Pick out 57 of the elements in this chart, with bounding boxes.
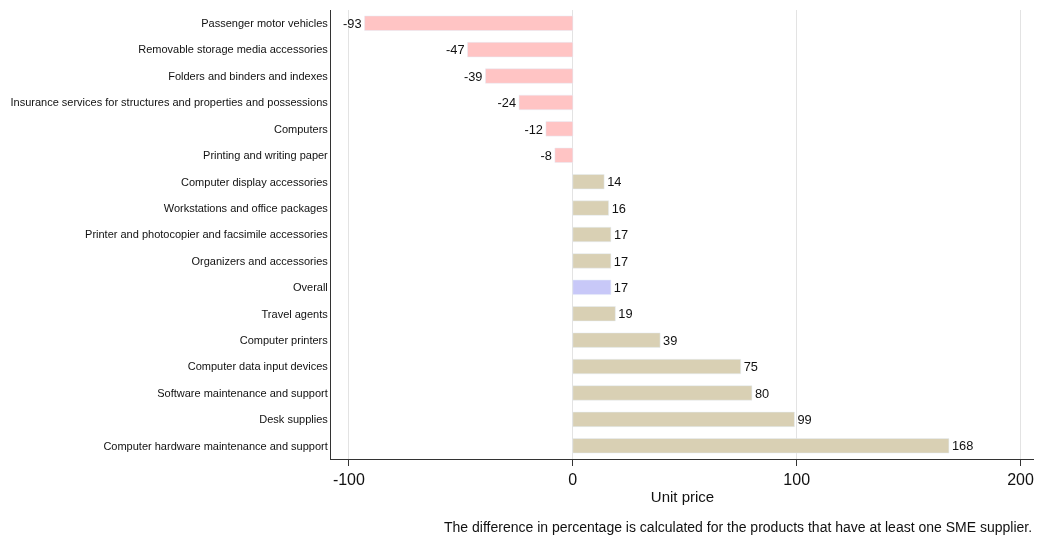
x-tick-label: 0: [568, 471, 578, 489]
data-label: -47: [446, 42, 465, 58]
y-tick-label: Printer and photocopier and facsimile accessories: [85, 228, 329, 241]
bar: [572, 174, 605, 190]
bar: [572, 411, 795, 427]
data-label: 14: [607, 174, 622, 190]
data-label: -24: [497, 95, 517, 111]
bar: [467, 42, 574, 58]
y-tick-label: Software maintenance and support: [157, 386, 328, 399]
data-label: 16: [611, 200, 626, 216]
data-label: 75: [743, 359, 758, 375]
data-label: 80: [754, 385, 770, 401]
y-tick-label: Overall: [292, 281, 328, 294]
y-tick-label: Computer display accessories: [181, 175, 329, 188]
x-tick-label: 200: [1007, 471, 1035, 489]
y-tick-label: Passenger motor vehicles: [201, 17, 329, 30]
y-tick-label: Printing and writing paper: [203, 149, 329, 162]
y-tick-label: Workstations and office packages: [163, 201, 329, 214]
data-label: 17: [613, 253, 629, 269]
y-tick-label: Folders and binders and indexes: [168, 69, 329, 82]
data-label: -39: [463, 68, 483, 84]
bar: [572, 200, 609, 216]
y-tick-label: Insurance services for structures and properties and possessions: [10, 96, 329, 109]
x-tick-label: 100: [783, 471, 811, 489]
bar: [554, 147, 574, 163]
data-label: 19: [618, 306, 633, 322]
bar: [545, 121, 574, 137]
bar: [364, 15, 574, 31]
bar: [572, 279, 612, 295]
bar: [572, 438, 950, 454]
data-label: 17: [613, 227, 629, 243]
y-tick-label: Computer printers: [239, 334, 329, 346]
y-tick-label: Organizers and accessories: [191, 254, 329, 267]
bar: [572, 226, 612, 243]
bar: [572, 332, 661, 348]
y-tick-label: Desk supplies: [259, 413, 329, 426]
data-label: -93: [343, 15, 362, 31]
data-label: -8: [540, 147, 552, 163]
data-label: 99: [797, 412, 812, 428]
data-label: -12: [524, 121, 543, 137]
y-tick-label: Travel agents: [261, 307, 329, 320]
bar: [572, 359, 741, 375]
data-label: 17: [613, 280, 629, 296]
bar: [572, 306, 616, 322]
data-label: 168: [951, 438, 974, 454]
y-tick-label: Removable storage media accessories: [138, 43, 329, 56]
bar: [572, 253, 612, 269]
x-tick-label: -100: [332, 471, 366, 489]
bar: [518, 94, 574, 110]
y-tick-label: Computers: [274, 122, 329, 135]
bar: [485, 68, 574, 84]
y-tick-label: Computer data input devices: [187, 360, 329, 373]
data-label: 39: [663, 332, 678, 348]
x-axis-title: Unit price: [650, 488, 715, 506]
bar: [572, 385, 753, 401]
y-tick-label: Computer hardware maintenance and support: [103, 439, 328, 452]
text: The difference in percentage is calculated for the products that have at least one SME supplier.: [444, 519, 1033, 535]
